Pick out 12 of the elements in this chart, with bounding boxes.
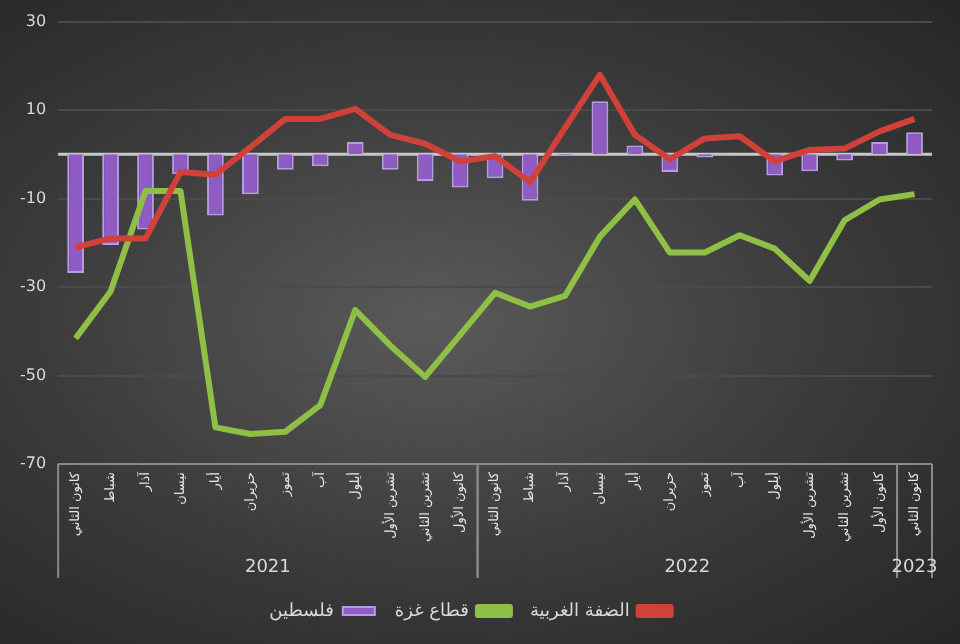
legend-label: فلسطين xyxy=(269,601,334,622)
y-tick-label: -70 xyxy=(19,454,47,473)
text: 2023 xyxy=(891,557,938,578)
legend-label: الضفة الغربية xyxy=(529,601,630,622)
y-tick-label: -10 xyxy=(19,188,47,207)
y-tick-label: -30 xyxy=(19,277,47,296)
legend-label: قطاع غزة xyxy=(394,601,469,622)
y-tick-label: 30 xyxy=(25,11,47,30)
text: 2022 xyxy=(664,557,711,578)
y-tick-label: -50 xyxy=(19,365,47,384)
text: 2021 xyxy=(244,557,291,578)
y-tick-label: 10 xyxy=(25,100,47,119)
